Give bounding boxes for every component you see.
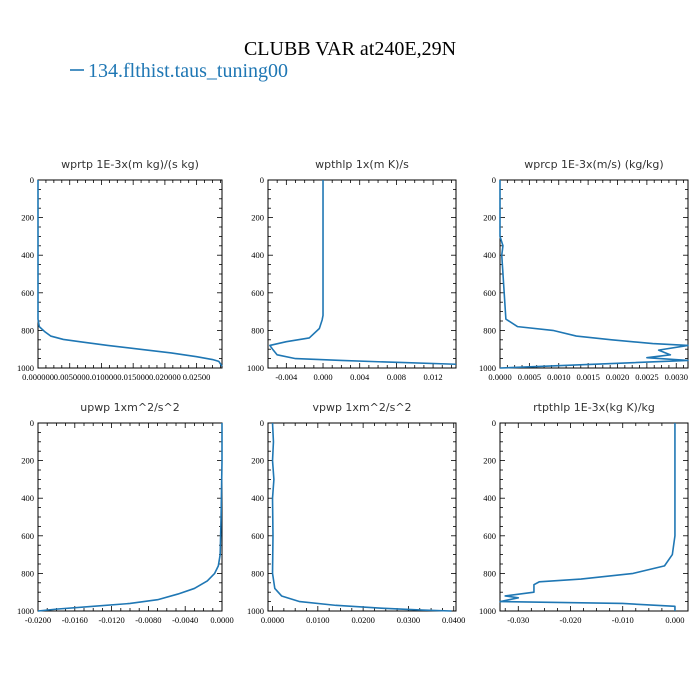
x-tick-label: 0.008: [387, 372, 406, 382]
panel-title: wpthlp 1x(m K)/s: [315, 158, 409, 171]
legend-label: 134.flthist.taus_tuning00: [88, 60, 288, 82]
y-tick-label: 200: [483, 213, 496, 223]
x-tick-label: 0.0025: [635, 372, 658, 382]
panel-title: rtpthlp 1E-3x(kg K)/kg: [533, 401, 655, 414]
y-tick-label: 0: [492, 418, 496, 428]
x-tick-label: -0.0080: [135, 615, 161, 625]
y-tick-label: 400: [483, 250, 496, 260]
panel-4: upwp 1xm^2/s^2 0 200 400 600 800 1000-0.0200 -0…: [17, 401, 234, 625]
panel-3: wprcp 1E-3x(m/s) (kg/kg) 0 200 400 600 800 100…: [479, 158, 689, 382]
y-tick-label: 600: [483, 288, 496, 298]
y-tick-label: 0: [260, 418, 264, 428]
x-tick-label: 0.0000: [261, 615, 284, 625]
y-tick-label: 1000: [17, 363, 34, 373]
y-tick-label: 1000: [479, 606, 496, 616]
x-tick-label: 0.000: [313, 372, 332, 382]
plot-frame: [499, 422, 689, 612]
figure-title: CLUBB VAR at240E,29N: [244, 38, 456, 60]
x-tick-label: 0.015000: [117, 372, 149, 382]
y-tick-label: 0: [30, 418, 34, 428]
y-tick-label: 600: [21, 531, 34, 541]
y-tick-label: 1000: [479, 363, 496, 373]
panel-1: wprtp 1E-3x(m kg)/(s kg) 0 200 400 600 800 100…: [17, 158, 223, 382]
x-tick-label: 0.0000: [210, 615, 233, 625]
plot-frame: [267, 422, 457, 612]
y-tick-label: 800: [483, 568, 496, 578]
panel-2: wpthlp 1x(m K)/s 0 200 400 600 800 1000 -0.004 0…: [247, 158, 457, 382]
panel-title: wprtp 1E-3x(m kg)/(s kg): [61, 158, 199, 171]
x-tick-label: 0.0300: [397, 615, 420, 625]
x-tick-label: 0.004: [350, 372, 370, 382]
panel-6: rtpthlp 1E-3x(kg K)/kg 0 200 400 600 800 1000 -…: [479, 401, 689, 625]
x-tick-label: -0.010: [612, 615, 634, 625]
panel-title: upwp 1xm^2/s^2: [80, 401, 180, 414]
series-line: [37, 423, 223, 612]
x-tick-label: -0.0040: [172, 615, 198, 625]
y-tick-label: 600: [251, 288, 264, 298]
y-tick-label: 400: [251, 250, 264, 260]
series-line: [499, 180, 689, 369]
x-tick-label: 0.0100: [306, 615, 329, 625]
y-tick-label: 600: [21, 288, 34, 298]
panel-title: vpwp 1xm^2/s^2: [312, 401, 411, 414]
panel-5: vpwp 1xm^2/s^2 0 200 400 600 800 10000.0000 0.0…: [247, 401, 465, 625]
x-tick-label: -0.0120: [98, 615, 124, 625]
y-tick-label: 800: [251, 568, 264, 578]
x-tick-label: -0.030: [507, 615, 529, 625]
y-tick-label: 1000: [247, 363, 264, 373]
x-tick-label: 0.020000: [149, 372, 181, 382]
x-tick-label: 0.012: [424, 372, 443, 382]
series-line: [269, 180, 457, 366]
y-tick-label: 0: [260, 175, 264, 185]
y-tick-label: 1000: [17, 606, 34, 616]
x-tick-label: 0.0000: [488, 372, 511, 382]
x-tick-label: 0.0020: [606, 372, 629, 382]
y-tick-label: 200: [21, 213, 34, 223]
x-tick-label: 0.000: [665, 615, 684, 625]
x-tick-label: 0.005000: [54, 372, 86, 382]
x-tick-label: 0.0010: [547, 372, 570, 382]
y-tick-label: 400: [21, 493, 34, 503]
y-tick-label: 400: [251, 493, 264, 503]
panel-title: wprcp 1E-3x(m/s) (kg/kg): [524, 158, 663, 171]
y-tick-label: 200: [21, 456, 34, 466]
y-tick-label: 800: [21, 325, 34, 335]
x-tick-label: -0.0160: [62, 615, 88, 625]
x-tick-label: 0.0030: [665, 372, 688, 382]
series-line: [37, 180, 223, 367]
x-tick-label: 0.010000: [86, 372, 118, 382]
y-tick-label: 200: [483, 456, 496, 466]
plot-frame: [499, 179, 689, 369]
x-tick-label: 0.000000: [22, 372, 54, 382]
x-tick-label: -0.0200: [25, 615, 51, 625]
y-tick-label: 400: [21, 250, 34, 260]
x-tick-label: 0.0200: [351, 615, 374, 625]
series-line: [499, 423, 676, 611]
y-tick-label: 800: [21, 568, 34, 578]
y-tick-label: 200: [251, 456, 264, 466]
y-tick-label: 800: [251, 325, 264, 335]
x-tick-label: 0.0015: [576, 372, 599, 382]
y-tick-label: 1000: [247, 606, 264, 616]
x-tick-label: 0.0400: [442, 615, 465, 625]
x-tick-label: 0.0005: [518, 372, 541, 382]
panels-container: wprtp 1E-3x(m kg)/(s kg) 0 200 400 600 800 100…: [17, 158, 689, 625]
y-tick-label: 600: [483, 531, 496, 541]
y-tick-label: 400: [483, 493, 496, 503]
plot-frame: [37, 422, 223, 612]
y-tick-label: 0: [492, 175, 496, 185]
x-tick-label: -0.020: [560, 615, 582, 625]
series-line: [271, 422, 452, 612]
y-tick-label: 200: [251, 213, 264, 223]
y-tick-label: 800: [483, 325, 496, 335]
y-tick-label: 0: [30, 175, 34, 185]
x-tick-label: -0.004: [275, 372, 298, 382]
y-tick-label: 600: [251, 531, 264, 541]
x-tick-label: 0.02500: [183, 372, 211, 382]
